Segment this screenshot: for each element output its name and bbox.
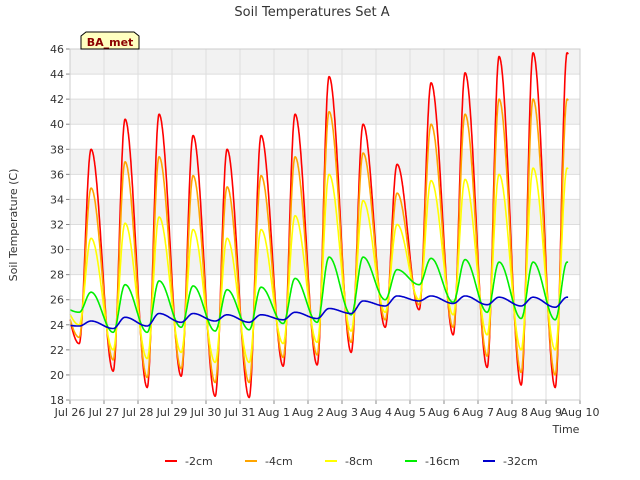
y-tick-label: 28 (50, 269, 64, 282)
x-tick-label: Aug 4 (360, 406, 392, 419)
y-tick-label: 42 (50, 93, 64, 106)
grid-band (70, 349, 580, 375)
x-axis-title: Time (552, 423, 580, 436)
y-tick-label: 34 (50, 193, 64, 206)
y-tick-label: 24 (50, 319, 64, 332)
y-tick-label: 32 (50, 219, 64, 232)
y-tick-label: 30 (50, 244, 64, 257)
legend-label: -4cm (265, 455, 293, 468)
series-line-m4cm (69, 98, 569, 384)
y-tick-label: 20 (50, 369, 64, 382)
legend: -2cm -4cm -8cm -16cm -32cm (165, 455, 538, 468)
y-tick-label: 18 (50, 394, 64, 407)
x-tick-label: Aug 8 (496, 406, 528, 419)
y-tick-label: 22 (50, 344, 64, 357)
x-tick-label: Jul 28 (122, 406, 154, 419)
y-axis-title: Soil Temperature (C) (7, 169, 20, 282)
chart-title: Soil Temperatures Set A (234, 5, 389, 20)
legend-label: -32cm (503, 455, 538, 468)
plot-frame (69, 48, 581, 401)
x-tick-label: Aug 7 (462, 406, 494, 419)
y-tick-label: 26 (50, 294, 64, 307)
legend-label: -16cm (425, 455, 460, 468)
x-tick-label: Aug 3 (326, 406, 358, 419)
x-tick-label: Aug 9 (530, 406, 562, 419)
badge-text: BA_met (87, 36, 134, 49)
x-tick-label: Jul 31 (224, 406, 256, 419)
x-tick-label: Aug 5 (394, 406, 426, 419)
y-tick-label: 36 (50, 168, 64, 181)
site-badge: BA_met (80, 31, 140, 50)
x-tick-label: Jul 30 (190, 406, 222, 419)
x-tick-label: Aug 6 (428, 406, 460, 419)
grid-band (70, 49, 580, 75)
badge-box (80, 31, 140, 50)
x-tick-label: Jul 27 (88, 406, 120, 419)
x-tick-label: Aug 10 (561, 406, 600, 419)
series-line-m32cm (69, 295, 569, 330)
y-tick-label: 40 (50, 118, 64, 131)
y-tick-label: 38 (50, 143, 64, 156)
x-tick-label: Jul 26 (54, 406, 86, 419)
y-tick-label: 44 (50, 68, 64, 81)
y-tick-label: 46 (50, 43, 64, 56)
x-tick-label: Aug 2 (292, 406, 324, 419)
x-tick-label: Aug 1 (258, 406, 290, 419)
legend-label: -8cm (345, 455, 373, 468)
series-line-m8cm (69, 167, 569, 364)
legend-label: -2cm (185, 455, 213, 468)
series-layer (69, 52, 569, 399)
x-tick-label: Jul 29 (156, 406, 188, 419)
